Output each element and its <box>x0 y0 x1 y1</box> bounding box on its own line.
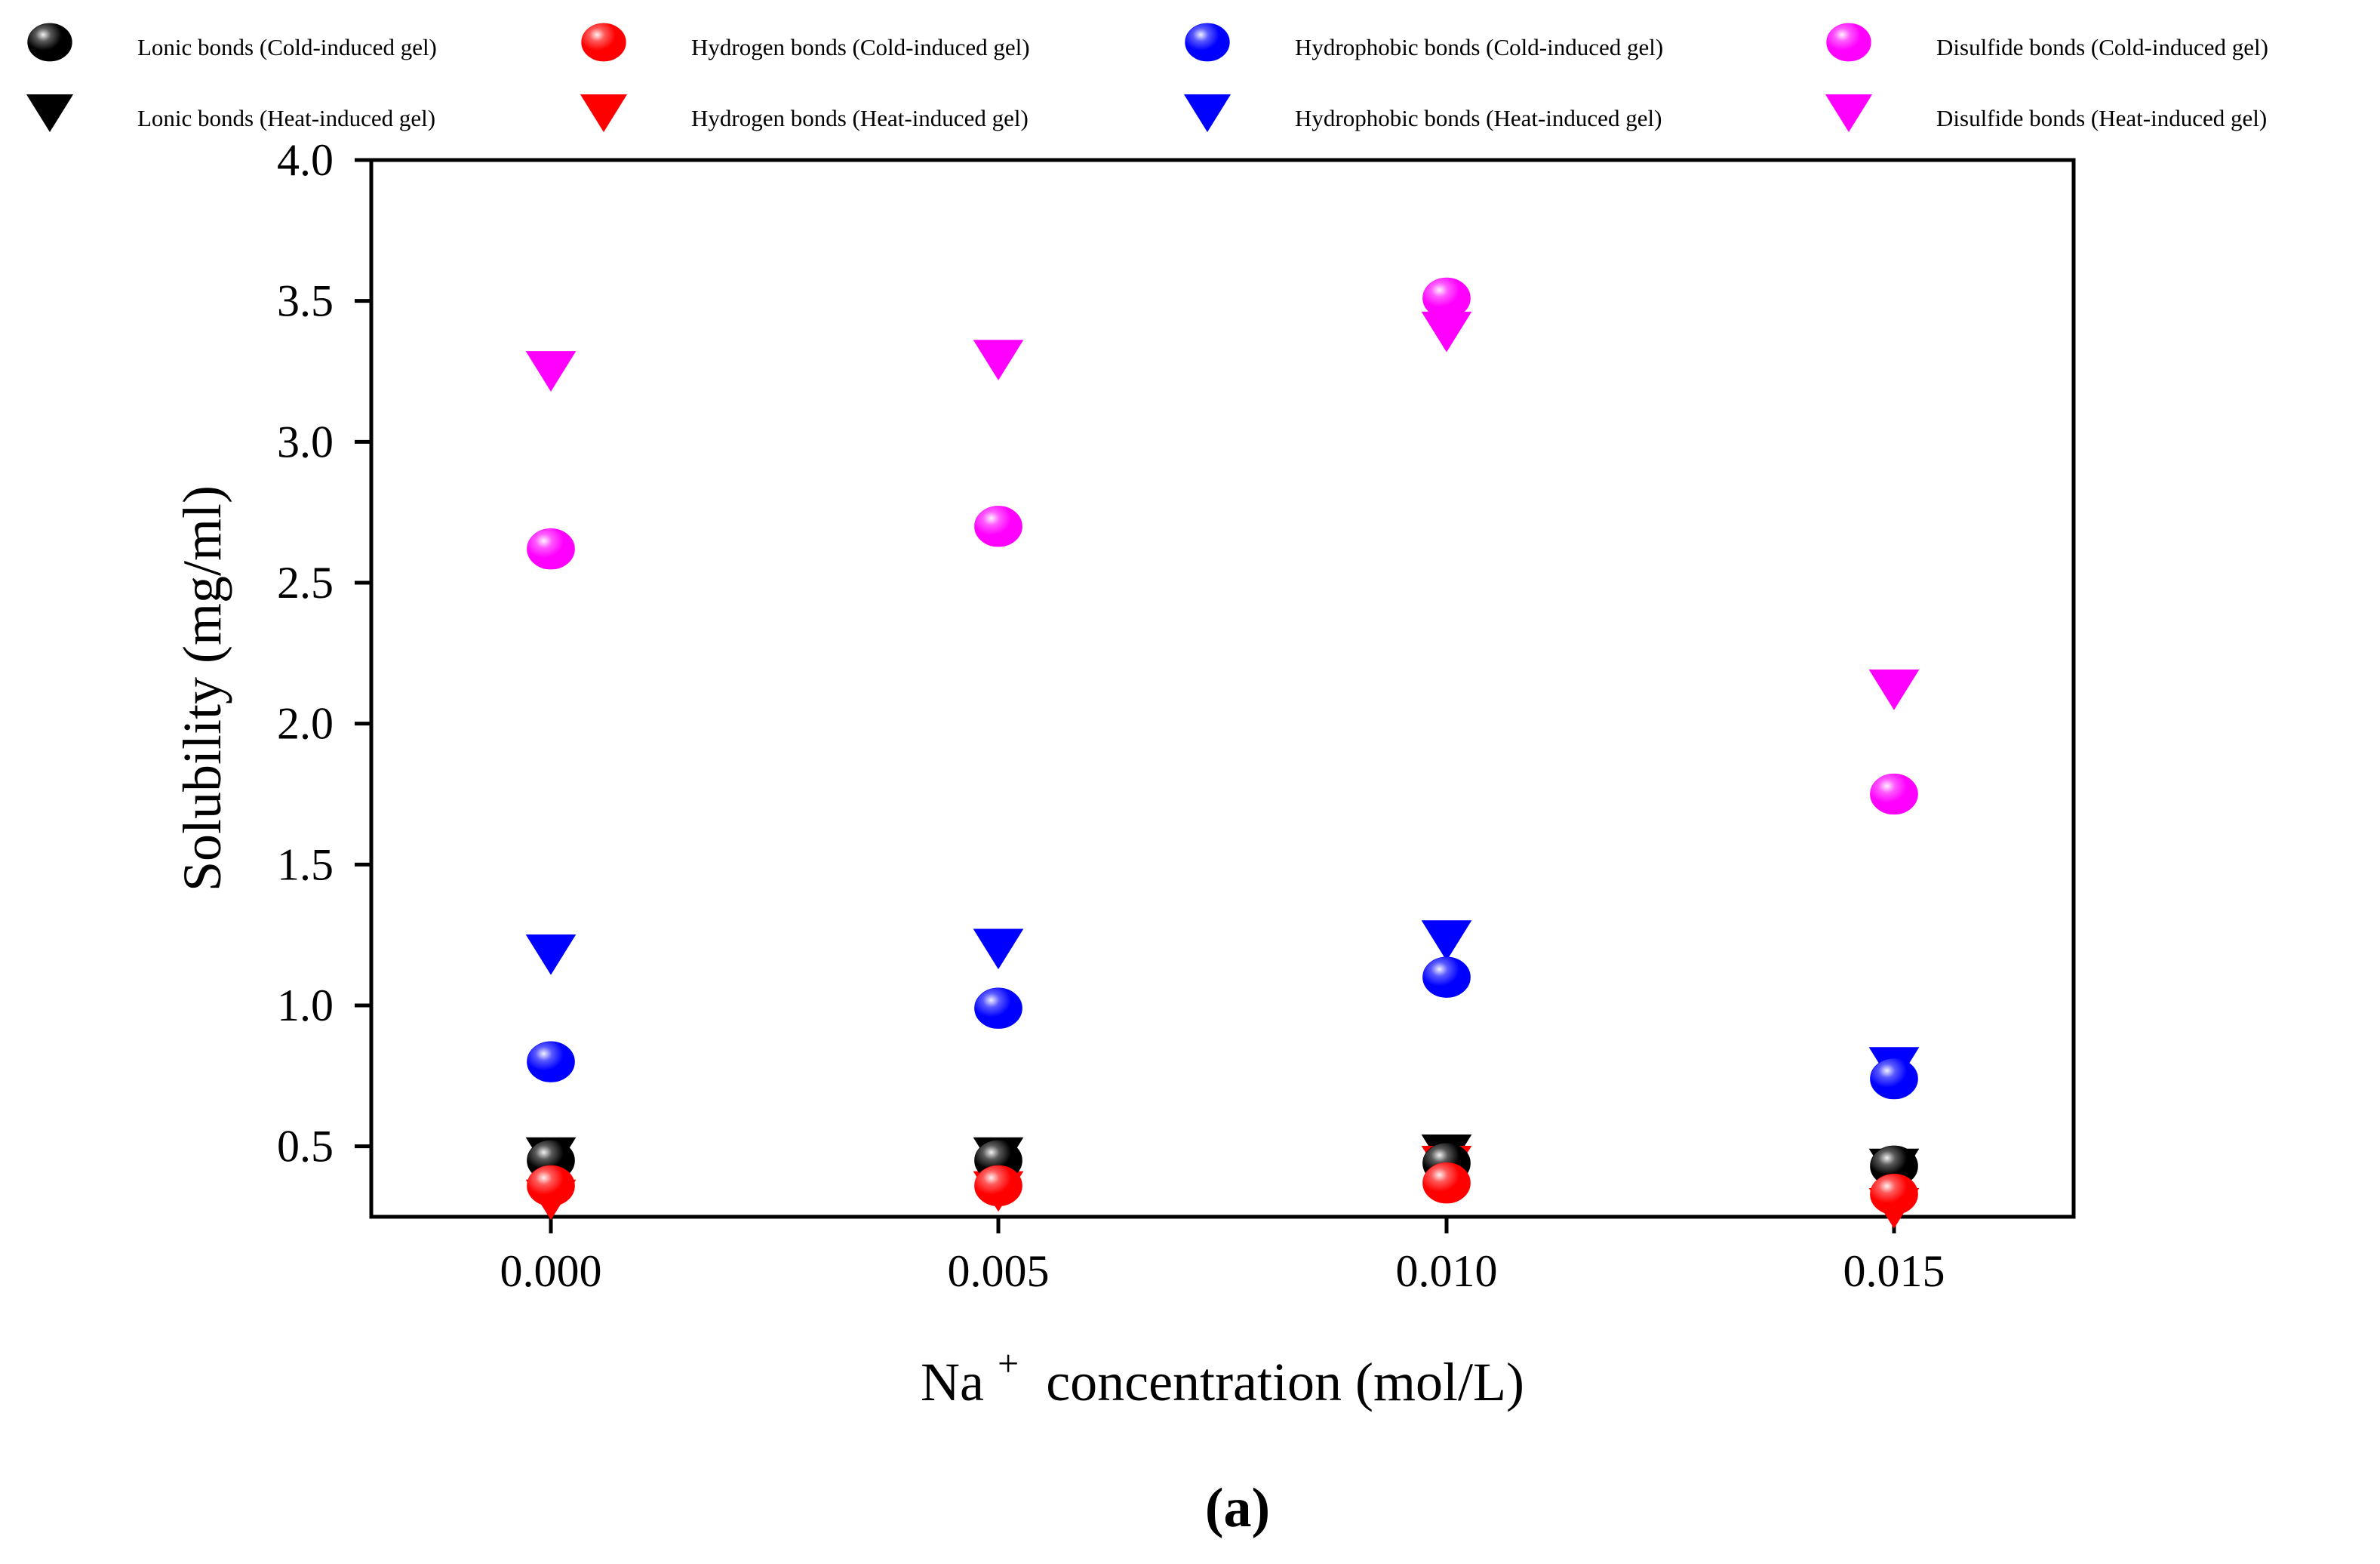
legend-marker <box>27 23 72 62</box>
legend-item: Lonic bonds (Heat-induced gel) <box>26 94 435 132</box>
y-tick-label: 1.0 <box>277 981 334 1030</box>
legend-marker <box>1183 94 1232 132</box>
y-tick-label: 3.0 <box>277 417 334 466</box>
data-point <box>1422 1162 1471 1204</box>
x-axis: 0.000 0.005 0.010 0.015 <box>500 1217 1945 1296</box>
y-tick-label: 2.0 <box>277 699 334 749</box>
legend-item: Hydrogen bonds (Heat-induced gel) <box>580 94 1029 132</box>
data-point <box>1870 1058 1918 1100</box>
data-point <box>1421 920 1472 961</box>
legend-item: Hydrophobic bonds (Cold-induced gel) <box>1185 23 1663 62</box>
x-tick-label: 0.010 <box>1396 1246 1498 1296</box>
x-axis-title: Na + concentration (mol/L) <box>921 1328 1524 1412</box>
x-tick-label: 0.015 <box>1843 1246 1945 1296</box>
legend-item: Hydrogen bonds (Cold-induced gel) <box>581 23 1030 62</box>
legend-label: Hydrophobic bonds (Cold-induced gel) <box>1295 34 1663 60</box>
y-tick-label: 1.5 <box>277 839 334 889</box>
legend-label: Disulfide bonds (Cold-induced gel) <box>1936 34 2268 60</box>
data-point <box>527 1165 575 1207</box>
data-point <box>525 351 577 392</box>
data-point <box>1868 670 1920 710</box>
legend-marker <box>581 23 626 62</box>
data-point <box>1870 1145 1918 1187</box>
legend: Lonic bonds (Cold-induced gel) Hydrogen b… <box>26 23 2268 132</box>
data-point <box>525 934 577 975</box>
data-point <box>1422 277 1471 319</box>
data-point <box>1422 956 1471 998</box>
panel-label: (a) <box>1205 1477 1270 1539</box>
legend-item: Disulfide bonds (Cold-induced gel) <box>1826 23 2268 62</box>
data-point <box>973 928 1024 970</box>
data-point <box>974 987 1022 1029</box>
data-point <box>1421 311 1472 353</box>
x-axis-title-suffix: concentration (mol/L) <box>1032 1352 1524 1412</box>
x-tick-label: 0.005 <box>948 1246 1050 1296</box>
legend-label: Hydrogen bonds (Heat-induced gel) <box>691 105 1029 131</box>
x-axis-title-main: Na <box>921 1352 984 1412</box>
x-axis-title-superscript: + <box>998 1342 1019 1384</box>
y-axis-title: Solubility (mg/ml) <box>172 485 232 891</box>
data-point <box>974 506 1022 547</box>
data-point <box>1870 773 1918 815</box>
legend-label: Lonic bonds (Cold-induced gel) <box>137 34 437 60</box>
plot-area <box>369 158 2076 1219</box>
y-axis: 0.5 1.0 1.5 2.0 2.5 3.0 3.5 4.0 <box>277 135 371 1171</box>
y-tick-label: 4.0 <box>277 135 334 185</box>
data-point <box>527 1041 575 1082</box>
x-tick-label: 0.000 <box>500 1246 602 1296</box>
data-point <box>1870 1173 1918 1215</box>
legend-marker <box>580 94 628 132</box>
legend-label: Hydrophobic bonds (Heat-induced gel) <box>1295 105 1662 131</box>
data-point <box>527 528 575 570</box>
data-markers <box>525 277 1920 1229</box>
legend-item: Disulfide bonds (Heat-induced gel) <box>1825 94 2267 132</box>
legend-item: Lonic bonds (Cold-induced gel) <box>27 23 437 62</box>
y-tick-label: 2.5 <box>277 558 334 608</box>
legend-marker <box>1826 23 1871 62</box>
legend-item: Hydrophobic bonds (Heat-induced gel) <box>1183 94 1662 132</box>
legend-label: Lonic bonds (Heat-induced gel) <box>137 105 435 131</box>
data-point <box>973 340 1024 380</box>
data-point <box>974 1165 1022 1207</box>
legend-marker <box>26 94 74 132</box>
y-tick-label: 3.5 <box>277 276 334 326</box>
legend-marker <box>1185 23 1230 62</box>
legend-marker <box>1825 94 1873 132</box>
legend-label: Hydrogen bonds (Cold-induced gel) <box>691 34 1030 60</box>
legend-label: Disulfide bonds (Heat-induced gel) <box>1936 105 2267 131</box>
y-tick-label: 0.5 <box>277 1122 334 1171</box>
